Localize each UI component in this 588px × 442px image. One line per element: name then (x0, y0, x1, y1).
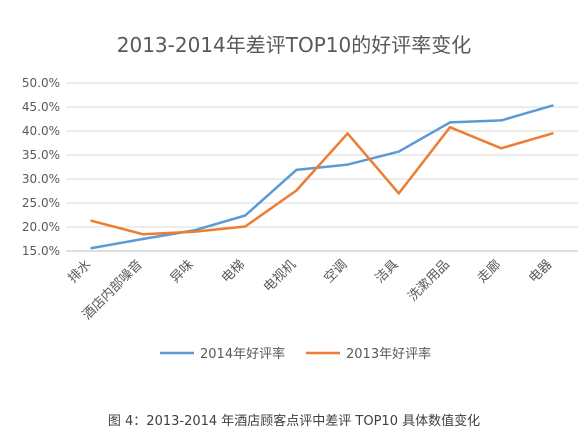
data-point (346, 163, 349, 166)
y-tick-label: 45.0% (22, 100, 60, 114)
data-point (90, 246, 93, 250)
x-tick-label: 洗漱用品 (405, 257, 452, 304)
y-axis: 15.0% 20.0% 25.0% 30.0% 35.0% 40.0% 45.0% 50.0% (22, 76, 60, 258)
data-point (397, 192, 400, 195)
data-point (551, 132, 554, 135)
data-point (448, 125, 452, 129)
y-tick-label: 25.0% (22, 196, 60, 210)
legend-item-1: 2014年好评率 (160, 346, 285, 362)
data-point (500, 119, 503, 122)
legend-label: 2013年好评率 (346, 346, 431, 362)
y-tick-label: 35.0% (22, 148, 60, 162)
x-tick-label: 电视机 (261, 257, 299, 295)
legend: 2014年好评率 2013年好评率 (160, 346, 431, 362)
y-tick-label: 20.0% (22, 220, 60, 234)
x-tick-label: 电器 (526, 257, 555, 286)
line-chart: 2013-2014年差评TOP10的好评率变化 15.0% 20.0% 25.0% 3… (22, 33, 578, 362)
data-point (346, 132, 349, 135)
legend-item-2: 2013年好评率 (306, 346, 431, 362)
series-lines (90, 104, 554, 250)
data-point (192, 230, 196, 233)
x-tick-label: 电梯 (219, 257, 248, 286)
y-tick-label: 30.0% (22, 172, 60, 186)
y-tick-label: 40.0% (22, 124, 60, 138)
x-tick-label: 空调 (321, 257, 350, 286)
chart-title: 2013-2014年差评TOP10的好评率变化 (117, 33, 471, 57)
data-point (295, 168, 298, 172)
x-tick-label: 排水 (65, 257, 94, 286)
y-tick-label: 15.0% (22, 244, 60, 258)
data-point (90, 219, 93, 222)
legend-label: 2014年好评率 (200, 346, 285, 362)
y-tick-label: 50.0% (22, 76, 60, 90)
x-tick-label: 走廊 (474, 257, 504, 287)
data-point (551, 104, 554, 107)
data-point (141, 233, 144, 236)
data-point (244, 214, 247, 217)
figure-caption: 图 4：2013-2014 年酒店顾客点评中差评 TOP10 具体数值变化 (107, 414, 481, 429)
series-line-2 (90, 125, 554, 236)
data-point (500, 147, 503, 150)
data-point (397, 150, 400, 153)
data-point (295, 189, 298, 192)
data-point (244, 225, 247, 228)
x-tick-label: 异味 (168, 257, 197, 286)
data-point (141, 237, 144, 241)
series-line-1 (90, 104, 554, 250)
data-point (448, 121, 452, 124)
gridlines (66, 82, 578, 252)
x-tick-label: 洁具 (373, 257, 402, 286)
